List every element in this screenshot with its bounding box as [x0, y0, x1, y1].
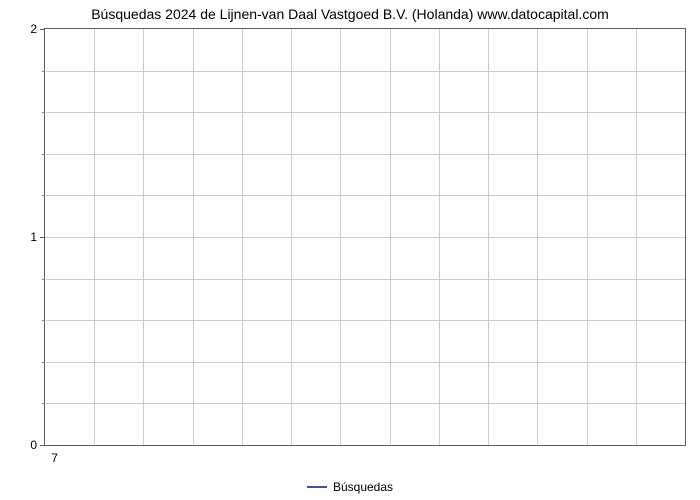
- plot-outer: 0127: [44, 28, 686, 446]
- hgrid-line: [45, 320, 685, 321]
- yminor-mark: [42, 403, 45, 404]
- hgrid-line: [45, 362, 685, 363]
- yminor-mark: [42, 320, 45, 321]
- hgrid-line: [45, 154, 685, 155]
- hgrid-line: [45, 237, 685, 238]
- plot-area: 0127: [44, 28, 686, 446]
- yminor-mark: [42, 195, 45, 196]
- chart-container: Búsquedas 2024 de Lijnen-van Daal Vastgo…: [0, 0, 700, 500]
- chart-title: Búsquedas 2024 de Lijnen-van Daal Vastgo…: [0, 6, 700, 22]
- ytick-mark: [40, 29, 45, 30]
- ytick-label: 2: [30, 22, 37, 36]
- ytick-mark: [40, 445, 45, 446]
- ytick-mark: [40, 237, 45, 238]
- legend-swatch: [307, 486, 327, 488]
- hgrid-line: [45, 71, 685, 72]
- legend-label: Búsquedas: [333, 480, 393, 494]
- hgrid-line: [45, 195, 685, 196]
- ytick-label: 1: [30, 230, 37, 244]
- hgrid-line: [45, 279, 685, 280]
- ytick-label: 0: [30, 438, 37, 452]
- yminor-mark: [42, 71, 45, 72]
- hgrid-line: [45, 112, 685, 113]
- yminor-mark: [42, 362, 45, 363]
- legend: Búsquedas: [0, 479, 700, 494]
- hgrid-line: [45, 403, 685, 404]
- xtick-label: 7: [51, 451, 58, 465]
- yminor-mark: [42, 154, 45, 155]
- yminor-mark: [42, 279, 45, 280]
- yminor-mark: [42, 112, 45, 113]
